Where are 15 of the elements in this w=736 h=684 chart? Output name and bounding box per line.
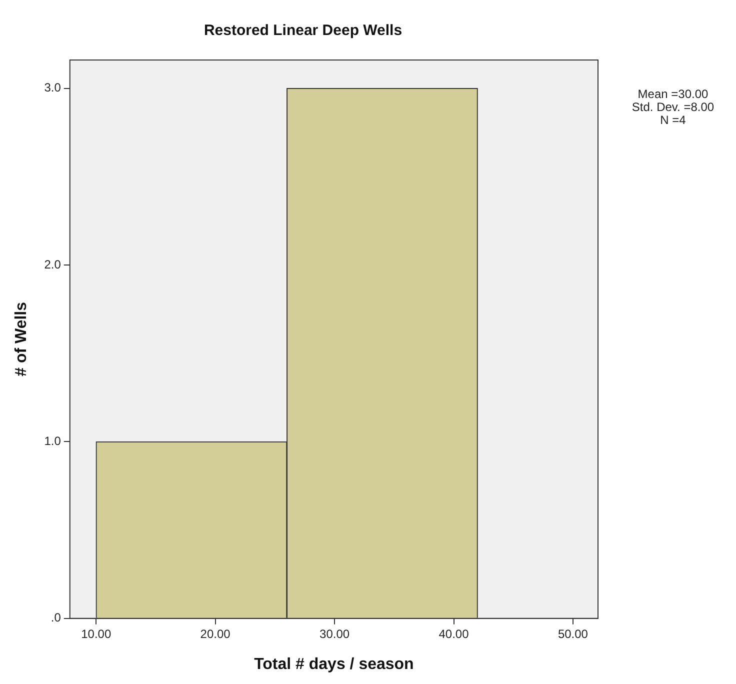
text: N =4 <box>659 113 687 127</box>
x-tick-label: 10.00 <box>81 626 112 641</box>
x-tick-label: 20.00 <box>200 626 231 641</box>
chart-title: Restored Linear Deep Wells <box>204 22 402 40</box>
x-axis-title: Total # days / season <box>254 656 414 673</box>
x-tick-label: 30.00 <box>320 626 350 641</box>
y-tick-label: 2.0 <box>44 257 62 272</box>
y-tick-label: 1.0 <box>44 434 62 448</box>
y-tick-label: 3.0 <box>44 80 62 95</box>
y-axis-title: # of Wells <box>13 302 30 376</box>
text: Mean =30.00 <box>636 87 710 101</box>
y-tick-label: .0 <box>50 610 62 625</box>
x-tick-label: 50.00 <box>558 626 588 641</box>
text: Std. Dev. =8.00 <box>630 100 716 114</box>
x-tick-label: 40.00 <box>438 626 470 641</box>
